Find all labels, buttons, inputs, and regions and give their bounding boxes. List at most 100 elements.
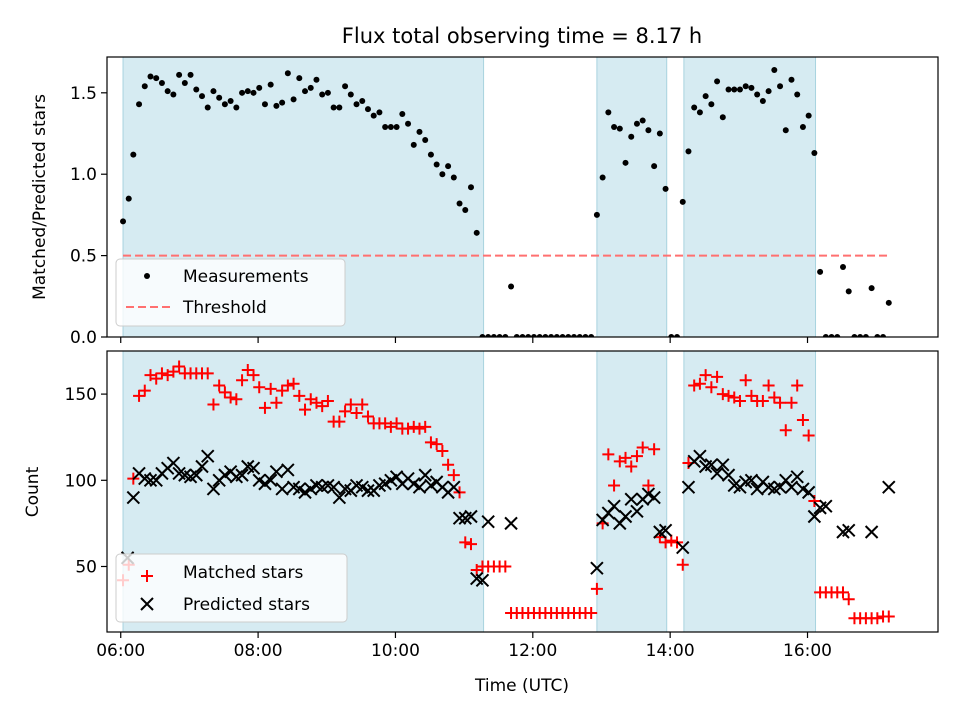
predicted-stars-point [693, 449, 707, 463]
measurements-point [530, 334, 537, 337]
top-measurement-markers [120, 67, 892, 337]
predicted-stars-point [206, 482, 221, 496]
matched-stars-point [733, 394, 746, 407]
measurements-point [719, 114, 726, 121]
matched-stars-point [739, 374, 752, 387]
legend-threshold-label: Threshold [182, 298, 267, 318]
measurements-point [645, 127, 652, 134]
measurements-point [845, 288, 852, 295]
measurements-point [839, 264, 846, 270]
matched-stars-point [413, 422, 426, 435]
measurements-point [525, 334, 532, 337]
measurements-point [302, 88, 309, 95]
top-x-ticks [120, 337, 809, 343]
measurements-point [399, 110, 406, 117]
predicted-stars-point [624, 492, 638, 506]
measurements-point [828, 334, 835, 337]
measurements-point [571, 334, 578, 337]
matched-stars-point [442, 458, 455, 471]
measurements-point [588, 334, 595, 337]
bottom-y-tick-label: 150 [65, 385, 97, 405]
predicted-stars-point [504, 516, 518, 531]
top-interval-3 [683, 56, 817, 338]
measurements-point [536, 334, 543, 337]
predicted-stars-point [195, 459, 209, 474]
measurements-point [691, 104, 698, 111]
measurements-point [639, 117, 646, 124]
measurements-point [553, 334, 560, 337]
measurements-point [284, 70, 291, 77]
measurements-point [714, 78, 721, 85]
predicted-stars-point [464, 509, 478, 524]
measurements-point [822, 334, 829, 337]
measurements-point [862, 334, 869, 337]
matched-stars-point [499, 560, 512, 573]
measurements-point [765, 88, 772, 95]
measurements-point [427, 151, 434, 158]
measurements-point [759, 97, 766, 104]
predicted-stars-point [332, 490, 347, 505]
matched-stars-point [642, 479, 655, 492]
bottom-legend: Matched stars Predicted stars [115, 553, 348, 623]
measurements-point [387, 124, 394, 130]
matched-stars-point [264, 382, 277, 395]
measurements-point [376, 109, 383, 116]
matched-stars-point [230, 393, 243, 406]
measurements-point [502, 334, 509, 337]
measurements-point [364, 106, 371, 113]
predicted-stars-point [326, 480, 341, 494]
predicted-stars-point [790, 470, 804, 484]
top-y-tick-label: 1.0 [70, 165, 97, 185]
measurements-point [668, 334, 675, 337]
measurements-point [313, 76, 320, 83]
measurements-point [725, 86, 732, 93]
bottom-panel: 06:00 08:00 10:00 12:00 14:00 16:00 50100150 … [23, 350, 939, 696]
predicted-stars-point [126, 490, 141, 505]
x-tick-label: 06:00 [96, 641, 145, 661]
legend-predicted-stars-marker [140, 597, 154, 611]
matched-stars-point [436, 444, 449, 457]
matched-stars-point [802, 429, 815, 442]
matched-stars-point [774, 396, 787, 409]
measurements-point [120, 218, 127, 225]
measurements-point [542, 334, 549, 337]
measurements-point [353, 101, 360, 108]
bottom-y-axis-label: Count [23, 466, 43, 517]
measurements-point [794, 91, 801, 98]
measurements-point [227, 97, 234, 104]
matched-stars-point [356, 398, 369, 411]
matched-stars-point [768, 391, 781, 404]
measurements-point [616, 125, 623, 132]
measurements-point [170, 91, 177, 98]
measurements-point [410, 141, 417, 148]
matched-stars-point [424, 436, 437, 449]
bottom-x-ticks: 06:00 08:00 10:00 12:00 14:00 16:00 [96, 632, 832, 661]
predicted-stars-point [842, 523, 856, 537]
matched-stars-point [447, 469, 460, 482]
matched-stars-point [688, 379, 701, 392]
measurements-point [679, 198, 686, 205]
matched-stars-point [756, 394, 769, 407]
measurements-point [359, 97, 366, 104]
bottom-y-tick-label: 50 [75, 557, 97, 577]
measurements-point [221, 101, 228, 108]
matched-stars-point [155, 367, 168, 380]
predicted-stars-point [864, 525, 879, 539]
measurements-point [885, 299, 892, 306]
matched-stars-point [791, 379, 804, 392]
matched-stars-point [693, 377, 706, 390]
matched-stars-point [705, 381, 718, 394]
measurements-point [754, 91, 761, 98]
matched-stars-point [779, 424, 792, 437]
measurements-point [199, 93, 206, 100]
measurements-point [433, 161, 440, 168]
measurements-point [805, 112, 812, 119]
measurements-point [193, 86, 200, 93]
matched-stars-point [699, 369, 712, 382]
matched-stars-point [321, 394, 334, 407]
measurements-point [456, 200, 463, 207]
measurements-point [473, 229, 480, 236]
matched-stars-point [722, 389, 735, 402]
matched-stars-point [625, 460, 638, 473]
